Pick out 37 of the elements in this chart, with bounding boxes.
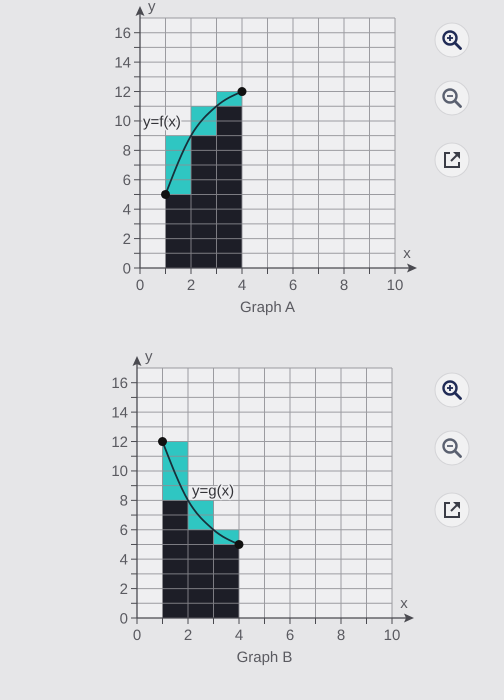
text: Graph B bbox=[236, 649, 292, 666]
y-tick-label: 14 bbox=[114, 54, 131, 72]
y-tick-label: 6 bbox=[122, 172, 131, 190]
y-tick-label: 12 bbox=[114, 84, 131, 101]
x-tick-label: 2 bbox=[184, 627, 192, 644]
x-tick-label: 10 bbox=[386, 277, 404, 294]
y-tick-label: 2 bbox=[120, 580, 128, 598]
y-tick-label: 4 bbox=[120, 551, 128, 568]
y-tick-label: 10 bbox=[114, 113, 131, 130]
y-tick-label: 14 bbox=[111, 404, 128, 422]
series-label: y=g(x) bbox=[192, 482, 234, 500]
y-tick-label: 0 bbox=[122, 260, 131, 278]
series-label: y=f(x) bbox=[143, 113, 181, 130]
y-tick-label: 2 bbox=[122, 230, 131, 248]
x-tick-label: 0 bbox=[136, 277, 144, 294]
y-tick-label: 0 bbox=[120, 610, 128, 628]
x-tick-label: 8 bbox=[336, 627, 346, 644]
x-tick-label: 6 bbox=[286, 627, 294, 644]
y-tick-label: 8 bbox=[120, 492, 128, 510]
x-axis-title: x bbox=[400, 595, 408, 612]
x-tick-label: 4 bbox=[238, 277, 246, 294]
y-tick-label: 4 bbox=[122, 201, 131, 218]
y-tick-label: 8 bbox=[122, 142, 131, 160]
x-tick-label: 2 bbox=[186, 277, 196, 294]
text: Graph A bbox=[240, 299, 296, 316]
x-axis-title: x bbox=[403, 245, 412, 262]
y-axis-title: y bbox=[148, 0, 156, 15]
x-tick-label: 4 bbox=[234, 627, 244, 644]
x-tick-label: 10 bbox=[384, 627, 400, 644]
x-tick-label: 6 bbox=[288, 277, 298, 294]
y-tick-label: 12 bbox=[111, 434, 128, 451]
y-tick-label: 10 bbox=[111, 463, 128, 480]
y-tick-label: 16 bbox=[111, 374, 128, 392]
x-tick-label: 8 bbox=[340, 277, 348, 294]
y-axis-title: y bbox=[145, 348, 153, 365]
y-tick-label: 6 bbox=[120, 522, 128, 540]
y-tick-label: 16 bbox=[114, 24, 131, 42]
